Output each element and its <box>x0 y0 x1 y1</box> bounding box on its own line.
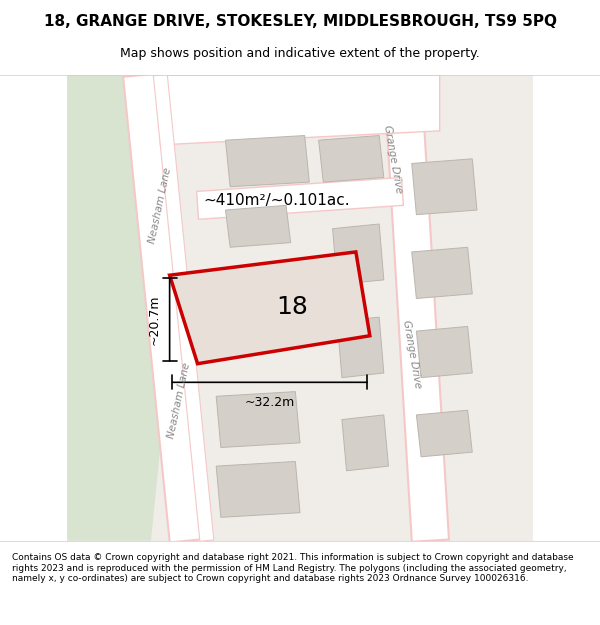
Text: Neasham Lane: Neasham Lane <box>166 362 192 440</box>
Polygon shape <box>416 410 472 457</box>
Text: Map shows position and indicative extent of the property.: Map shows position and indicative extent… <box>120 48 480 61</box>
Text: 18, GRANGE DRIVE, STOKESLEY, MIDDLESBROUGH, TS9 5PQ: 18, GRANGE DRIVE, STOKESLEY, MIDDLESBROU… <box>44 14 557 29</box>
Text: Neasham Lane: Neasham Lane <box>148 166 173 244</box>
Polygon shape <box>160 75 440 145</box>
Polygon shape <box>216 392 300 448</box>
Polygon shape <box>226 136 310 187</box>
Polygon shape <box>337 317 384 378</box>
Text: Grange Drive: Grange Drive <box>401 319 422 389</box>
Polygon shape <box>416 326 472 378</box>
Polygon shape <box>319 136 384 182</box>
Polygon shape <box>170 252 370 364</box>
Polygon shape <box>154 74 214 541</box>
Polygon shape <box>67 75 160 541</box>
Polygon shape <box>332 224 384 284</box>
Polygon shape <box>412 248 472 299</box>
Text: Contains OS data © Crown copyright and database right 2021. This information is : Contains OS data © Crown copyright and d… <box>12 553 574 583</box>
Text: ~32.2m: ~32.2m <box>245 396 295 409</box>
Text: ~410m²/~0.101ac.: ~410m²/~0.101ac. <box>203 193 350 208</box>
Text: ~20.7m: ~20.7m <box>148 294 160 345</box>
Text: 18: 18 <box>276 294 308 319</box>
Polygon shape <box>226 206 290 248</box>
Polygon shape <box>123 73 207 542</box>
Polygon shape <box>216 461 300 518</box>
Text: Grange Drive: Grange Drive <box>382 124 404 194</box>
Polygon shape <box>412 159 477 214</box>
Polygon shape <box>384 74 449 542</box>
Polygon shape <box>197 177 403 219</box>
Polygon shape <box>342 415 388 471</box>
